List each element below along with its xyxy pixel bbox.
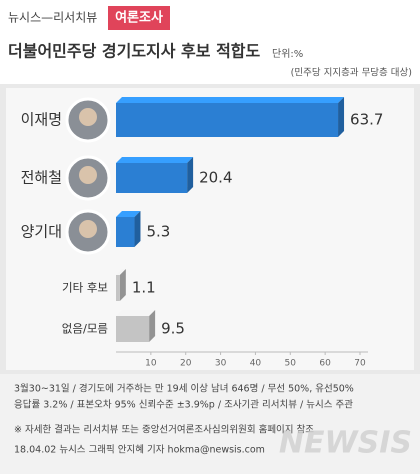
subtitle: (민주당 지지층과 무당층 대상) bbox=[291, 68, 412, 79]
badge: 여론조사 bbox=[115, 10, 163, 26]
y-tick-label: 없음/모름 bbox=[62, 322, 108, 336]
bar bbox=[116, 275, 120, 301]
bar-top bbox=[116, 211, 141, 217]
unit: 단위:% bbox=[272, 47, 303, 60]
bar bbox=[116, 217, 135, 247]
chart-title: 더불어민주당 경기도지사 후보 적합도 bbox=[8, 42, 261, 61]
bar-side bbox=[134, 211, 141, 247]
y-tick-label: 이재명 bbox=[21, 111, 62, 129]
footer-panel bbox=[0, 374, 420, 474]
x-tick-label: 70 bbox=[354, 359, 366, 369]
value-label: 20.4 bbox=[199, 169, 232, 187]
bar bbox=[116, 163, 188, 193]
bar-side bbox=[149, 310, 156, 342]
bar bbox=[116, 103, 339, 137]
bar-top bbox=[116, 157, 194, 163]
value-label: 9.5 bbox=[161, 320, 185, 338]
bar-side bbox=[119, 269, 126, 301]
bar-side bbox=[187, 157, 194, 193]
y-tick-label: 양기대 bbox=[21, 223, 62, 241]
value-label: 1.1 bbox=[132, 279, 156, 297]
x-tick-label: 60 bbox=[319, 359, 331, 369]
note: 응답률 3.2% / 표본오차 95% 신뢰수준 ±3.9%p / 조사기관 리… bbox=[14, 399, 353, 411]
y-tick-label: 기타 후보 bbox=[62, 281, 108, 295]
brand: 뉴시스—리서치뷰 bbox=[8, 11, 97, 25]
photo-face bbox=[79, 220, 97, 238]
bar-top bbox=[116, 310, 156, 316]
bar-side bbox=[338, 97, 345, 137]
y-tick-label: 전해철 bbox=[21, 169, 62, 187]
bar-top bbox=[116, 269, 126, 275]
note: 3월30~31일 / 경기도에 거주하는 만 19세 이상 남녀 646명 / … bbox=[14, 383, 354, 395]
bar bbox=[116, 316, 150, 342]
x-tick-label: 20 bbox=[180, 359, 192, 369]
note: ※ 자세한 결과는 리서치뷰 또는 중앙선거여론조사심의위원회 홈페이지 참조 bbox=[14, 424, 314, 436]
x-tick-label: 30 bbox=[215, 359, 227, 369]
value-label: 63.7 bbox=[350, 111, 383, 129]
badge-box bbox=[108, 6, 170, 30]
watermark: NEWSIS bbox=[279, 426, 412, 461]
note: 18.04.02 뉴시스 그래픽 안지혜 기자 hokma@newsis.com bbox=[14, 444, 265, 456]
photo-face bbox=[79, 108, 97, 126]
x-tick-label: 10 bbox=[145, 359, 157, 369]
x-tick-label: 40 bbox=[250, 359, 262, 369]
value-label: 5.3 bbox=[146, 223, 170, 241]
photo-face bbox=[79, 166, 97, 184]
x-tick-label: 50 bbox=[285, 359, 297, 369]
bar-top bbox=[116, 97, 345, 103]
